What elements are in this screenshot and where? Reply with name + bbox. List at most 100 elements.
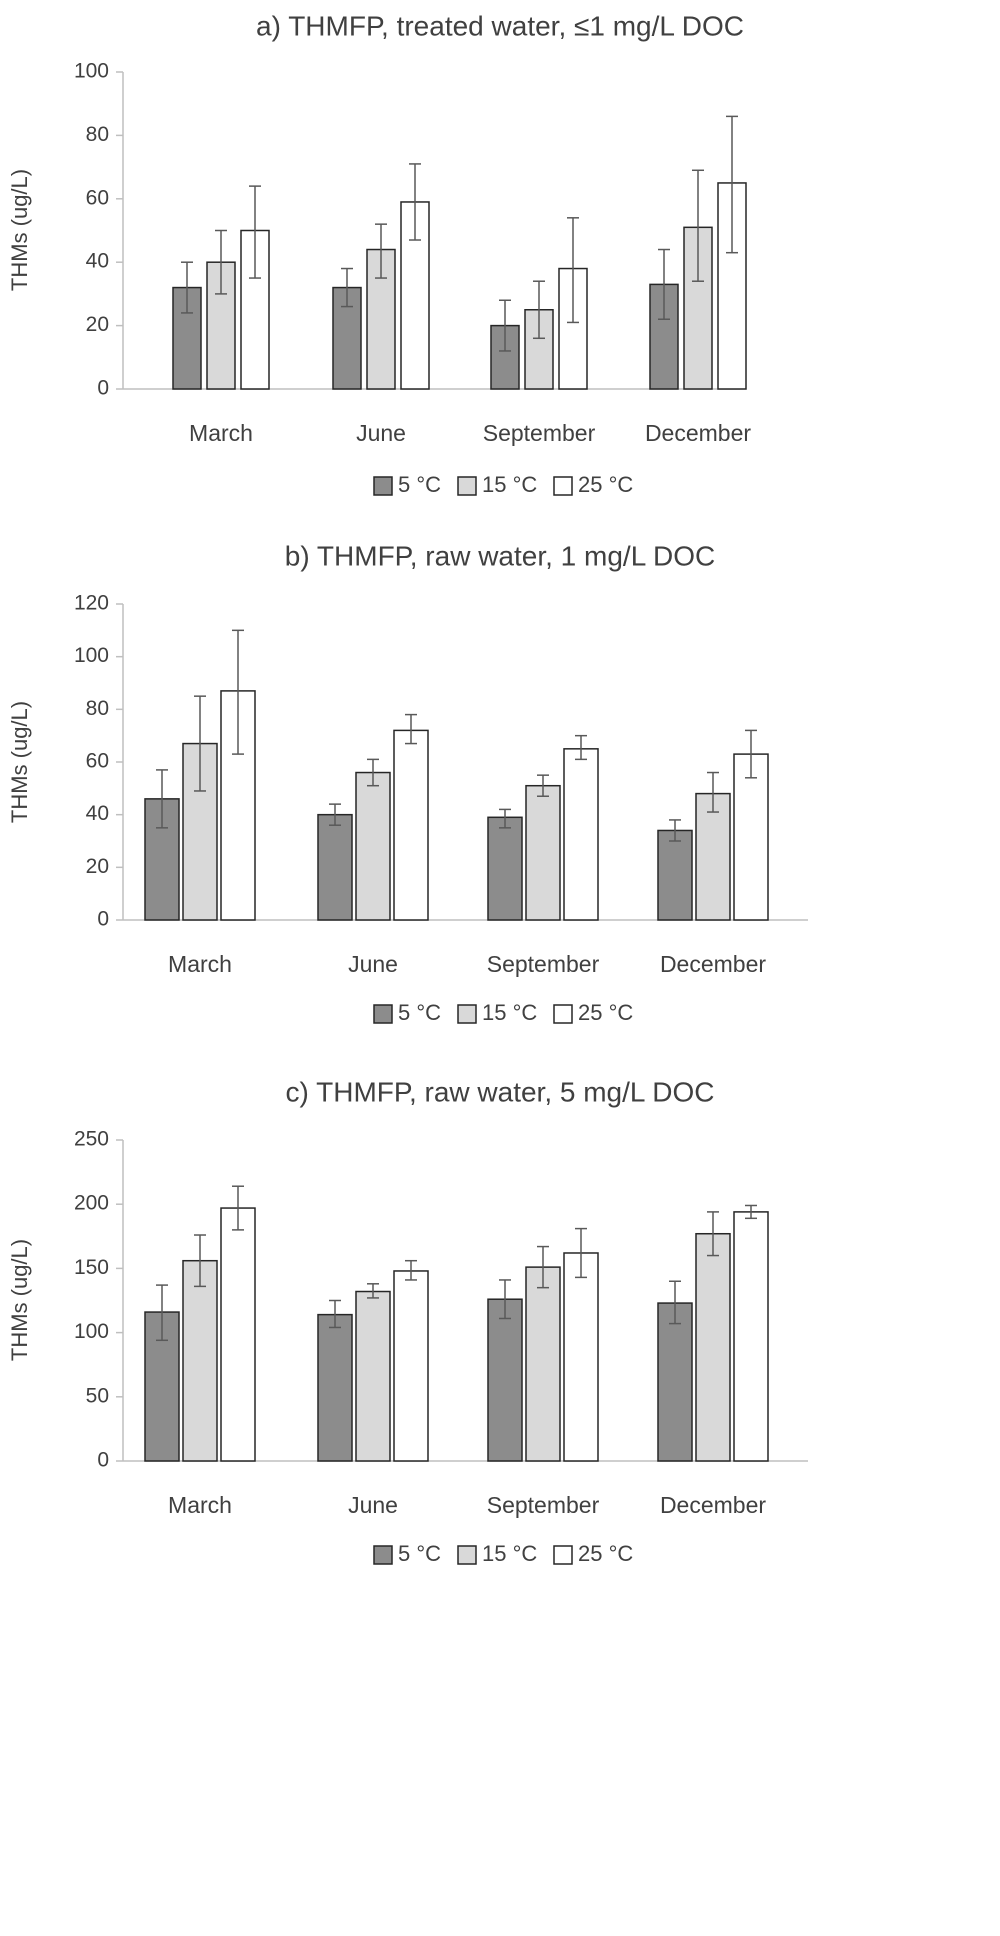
chart-panel-c: c) THMFP, raw water, 5 mg/L DOC THMs (ug/… [0, 1076, 1000, 1931]
bar-september-5c [487, 1298, 523, 1462]
error-bar [194, 1234, 206, 1288]
bar-september-5c [487, 816, 523, 921]
bar-june-5c [317, 813, 353, 921]
legend-label: 25 °C [578, 472, 633, 497]
x-tick-label: September [487, 1492, 600, 1518]
y-tick-label: 100 [74, 644, 109, 667]
error-bar [405, 1259, 417, 1281]
error-bar [194, 695, 206, 792]
y-tick-label: 60 [86, 750, 109, 773]
legend: 5 °C 15 °C 25 °C [373, 1000, 633, 1025]
x-tick-label: December [645, 420, 751, 446]
bar-march-25c [220, 1207, 256, 1462]
error-bar [215, 229, 227, 295]
error-bar [692, 169, 704, 282]
legend-swatch [373, 476, 393, 496]
error-bar [745, 1204, 757, 1220]
error-bar [669, 819, 681, 842]
x-tick-label: June [356, 420, 406, 446]
legend-label: 25 °C [578, 1541, 633, 1566]
error-bar [499, 1279, 511, 1320]
legend-label: 5 °C [398, 1000, 441, 1025]
x-tick-label: June [348, 1492, 398, 1518]
bar-december-15c [695, 1232, 731, 1462]
legend: 5 °C 15 °C 25 °C [373, 1541, 633, 1566]
error-bar [329, 1299, 341, 1329]
y-axis-label: THMs (ug/L) [7, 1239, 32, 1361]
x-tick-label: December [660, 1492, 766, 1518]
x-tick-label: June [348, 951, 398, 977]
error-bar [669, 1280, 681, 1325]
y-tick-label: 80 [86, 697, 109, 720]
bar-march-15c [182, 1259, 218, 1462]
legend-swatch [373, 1545, 393, 1565]
error-bar [181, 261, 193, 314]
error-bar [156, 1284, 168, 1342]
bar-june-25c [393, 1270, 429, 1462]
bar-september-25c [563, 748, 599, 921]
x-tick-label: September [487, 951, 600, 977]
legend-swatch [457, 1004, 477, 1024]
bar-june-15c [355, 1290, 391, 1462]
error-bar [537, 1245, 549, 1289]
y-tick-label: 100 [74, 60, 109, 83]
legend-swatch [373, 1004, 393, 1024]
y-tick-label: 250 [74, 1128, 109, 1151]
bar-december-25c [733, 753, 769, 921]
legend-label: 15 °C [482, 1000, 537, 1025]
error-bar [375, 223, 387, 279]
legend-label: 15 °C [482, 472, 537, 497]
x-tick-label: March [189, 420, 253, 446]
y-tick-label: 40 [86, 802, 109, 825]
error-bar [533, 280, 545, 340]
bar-december-15c [695, 792, 731, 921]
chart-b: b) THMFP, raw water, 1 mg/L DOC THMs (ug/… [7, 540, 808, 1025]
x-tick-label: September [483, 420, 596, 446]
bar-june-5c [317, 1313, 353, 1462]
error-bar [156, 769, 168, 829]
bar-december-5c [657, 829, 693, 921]
y-axis-label: THMs (ug/L) [7, 701, 32, 823]
y-tick-label: 0 [97, 1449, 109, 1472]
x-tick-label: December [660, 951, 766, 977]
bar-december-25c [733, 1211, 769, 1462]
legend: 5 °C 15 °C 25 °C [373, 472, 633, 497]
error-bar [537, 774, 549, 797]
chart-title: b) THMFP, raw water, 1 mg/L DOC [285, 540, 716, 571]
x-tick-label: March [168, 951, 232, 977]
chart-panel-b: b) THMFP, raw water, 1 mg/L DOC THMs (ug/… [0, 520, 1000, 1080]
bar-september-5c [490, 324, 520, 390]
error-bar [367, 1283, 379, 1299]
y-tick-label: 120 [74, 592, 109, 615]
error-bar [232, 629, 244, 755]
y-tick-label: 100 [74, 1320, 109, 1343]
bar-march-25c [240, 229, 270, 390]
x-tick-label: March [168, 1492, 232, 1518]
error-bar [726, 115, 738, 254]
chart-title: a) THMFP, treated water, ≤1 mg/L DOC [256, 10, 744, 41]
chart-a: a) THMFP, treated water, ≤1 mg/L DOC THMs… [7, 10, 751, 497]
error-bar [575, 734, 587, 761]
bar-june-15c [355, 771, 391, 921]
bar-september-15c [525, 1266, 561, 1462]
error-bar [707, 1211, 719, 1257]
error-bar [707, 771, 719, 813]
y-tick-label: 0 [97, 377, 109, 400]
y-tick-label: 60 [86, 186, 109, 209]
error-bar [567, 217, 579, 324]
error-bar [405, 713, 417, 745]
bar-june-25c [393, 729, 429, 921]
bar-june-15c [366, 248, 396, 390]
y-tick-label: 0 [97, 908, 109, 931]
error-bar [499, 808, 511, 829]
y-tick-label: 20 [86, 313, 109, 336]
error-bar [249, 185, 261, 279]
error-bar [409, 163, 421, 241]
error-bar [367, 758, 379, 787]
y-tick-label: 40 [86, 250, 109, 273]
legend-label: 5 °C [398, 472, 441, 497]
chart-panel-a: a) THMFP, treated water, ≤1 mg/L DOC THMs… [0, 0, 1000, 520]
legend-swatch [553, 476, 573, 496]
chart-title: c) THMFP, raw water, 5 mg/L DOC [286, 1080, 715, 1107]
legend-swatch [457, 476, 477, 496]
